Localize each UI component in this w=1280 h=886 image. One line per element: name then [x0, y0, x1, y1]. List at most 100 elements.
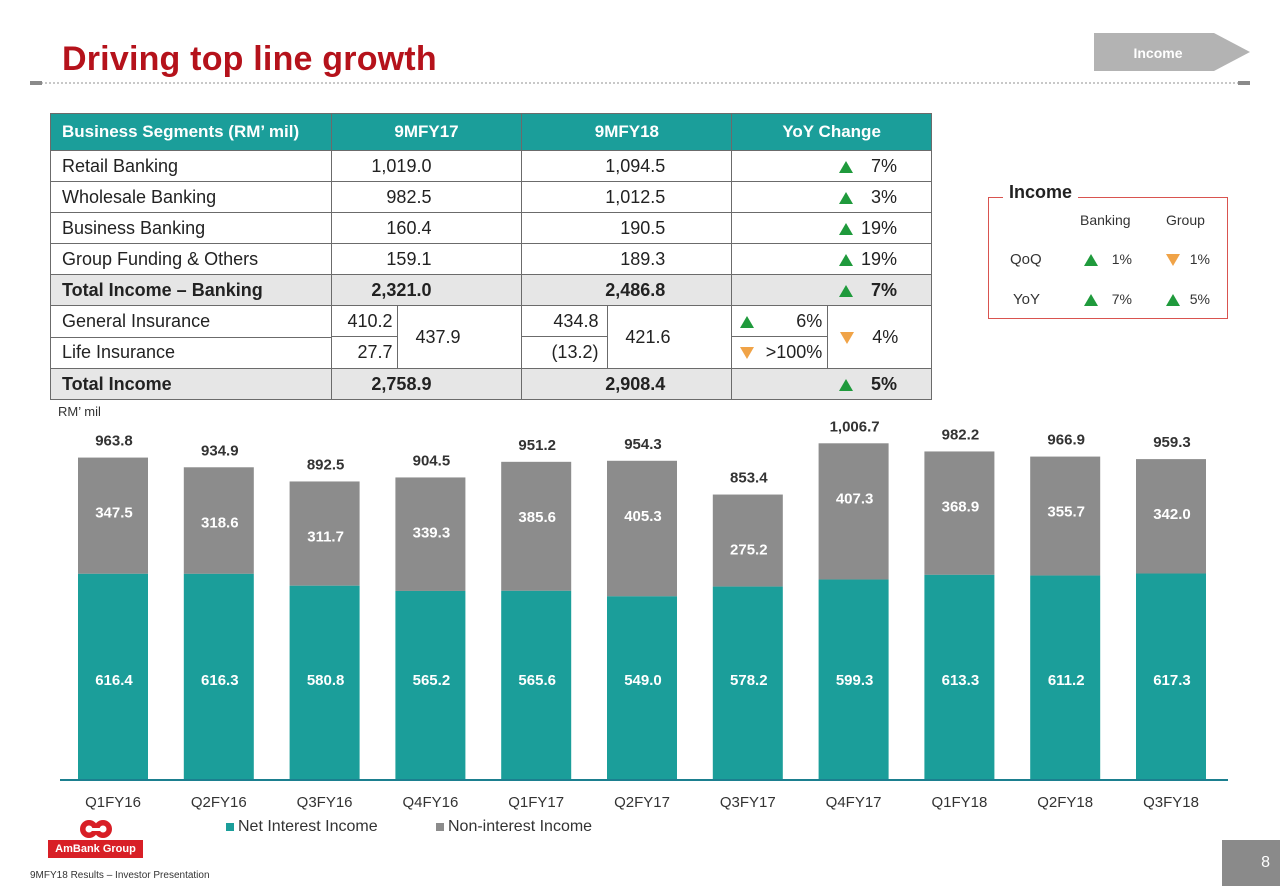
- general-change-value: 6%: [796, 311, 823, 331]
- bar-non-interest-income: [1136, 459, 1206, 574]
- life-change: >100%: [732, 337, 829, 368]
- table-row: Business Banking 160.4 190.5 19%: [50, 212, 932, 244]
- insurance-9mfy17-cell: 410.2 27.7 437.9: [330, 305, 523, 369]
- data-label-non-ii: 339.3: [413, 524, 451, 541]
- income-qoq-banking: 1%: [1084, 251, 1132, 267]
- table-header-row: Business Segments (RM’ mil) 9MFY17 9MFY1…: [50, 113, 932, 151]
- logo-wordmark: AmBank Group: [48, 840, 143, 858]
- insurance-combined-9mfy17: 437.9: [415, 327, 461, 347]
- life-9mfy18: (13.2): [522, 337, 609, 368]
- row-label: Business Banking: [50, 212, 332, 244]
- header-yoy-change: YoY Change: [731, 113, 932, 151]
- bar-non-interest-income: [818, 443, 889, 580]
- chart-unit-label: RM’ mil: [58, 404, 101, 419]
- arrow-down-icon: [840, 332, 855, 345]
- header-9mfy17: 9MFY17: [330, 113, 523, 151]
- row-label: Total Income – Banking: [50, 274, 332, 306]
- header-segment: Business Segments (RM’ mil): [50, 113, 332, 151]
- data-label-total: 966.9: [1047, 432, 1085, 449]
- x-tick-label: Q1FY16: [85, 794, 141, 810]
- income-summary-box: [988, 197, 1228, 319]
- legend-nonii-label: Non-interest Income: [448, 818, 593, 835]
- arrow-up-icon: [839, 160, 853, 173]
- insurance-change-cell: 6% >100% 4%: [731, 305, 932, 369]
- row-9mfy18: 189.3: [521, 243, 733, 275]
- row-change-cell: 7%: [731, 274, 932, 306]
- arrow-up-icon: [839, 378, 853, 391]
- section-nav-label: Income: [1133, 45, 1183, 61]
- life-change-value: >100%: [765, 342, 823, 362]
- bar-non-interest-income: [183, 467, 254, 574]
- data-label-non-ii: 347.5: [95, 505, 133, 522]
- row-label: Wholesale Banking: [50, 181, 332, 213]
- legend-nonii: Non-interest Income: [436, 818, 592, 836]
- bar-net-interest-income: [607, 596, 677, 780]
- insurance-combined-9mfy18: 421.6: [625, 327, 671, 347]
- arrow-shape-icon: [1094, 33, 1250, 71]
- income-yoy-banking-value: 7%: [1111, 291, 1132, 307]
- x-tick-label: Q2FY17: [614, 794, 670, 810]
- row-change: 7%: [870, 279, 897, 300]
- data-label-nii: 599.3: [836, 672, 874, 689]
- business-segments-table: Business Segments (RM’ mil) 9MFY17 9MFY1…: [50, 113, 932, 400]
- data-label-nii: 565.6: [518, 672, 556, 689]
- bar-net-interest-income: [1136, 573, 1206, 780]
- row-label: Life Insurance: [50, 336, 332, 369]
- row-change: 19%: [860, 248, 897, 269]
- data-label-non-ii: 342.0: [1153, 506, 1191, 523]
- data-label-nii: 617.3: [1153, 672, 1191, 689]
- table-row: Wholesale Banking 982.5 1,012.5 3%: [50, 181, 932, 213]
- row-9mfy17: 2,758.9: [330, 368, 523, 400]
- data-label-nii: 613.3: [942, 672, 980, 689]
- page-number: 8: [1222, 840, 1280, 886]
- ambank-logo-icon: [80, 820, 112, 838]
- bar-non-interest-income: [712, 494, 783, 587]
- row-9mfy18: 1,012.5: [521, 181, 733, 213]
- bar-non-interest-income: [924, 451, 995, 575]
- insurance-combined-change: 4%: [828, 306, 932, 368]
- insurance-life-row: Life Insurance: [50, 336, 932, 369]
- row-label: Retail Banking: [50, 150, 332, 182]
- x-tick-label: Q3FY18: [1143, 794, 1199, 810]
- income-yoy-banking: 7%: [1084, 291, 1132, 307]
- arrow-up-icon: [839, 191, 853, 204]
- total-income-row: Total Income 2,758.9 2,908.4 5%: [50, 368, 932, 400]
- data-label-non-ii: 368.9: [942, 498, 980, 515]
- divider-cap-left: [30, 81, 42, 85]
- legend-nii: Net Interest Income: [226, 818, 378, 836]
- insurance-9mfy18-cell: 434.8 (13.2) 421.6: [521, 305, 733, 369]
- income-yoy-group-value: 5%: [1189, 291, 1210, 307]
- arrow-down-icon: [740, 347, 755, 360]
- row-change: 3%: [870, 186, 897, 207]
- bar-non-interest-income: [501, 461, 572, 591]
- bar-net-interest-income: [183, 573, 254, 780]
- row-9mfy18: 2,908.4: [521, 368, 733, 400]
- data-label-total: 951.2: [518, 437, 556, 454]
- row-change-cell: 19%: [731, 243, 932, 275]
- row-9mfy18: 1,094.5: [521, 150, 733, 182]
- arrow-up-icon: [740, 316, 755, 329]
- legend-nii-label: Net Interest Income: [238, 818, 378, 835]
- data-label-nii: 578.2: [730, 672, 768, 689]
- x-tick-label: Q3FY16: [297, 794, 353, 810]
- data-label-nii: 616.4: [95, 672, 133, 689]
- row-change-cell: 7%: [731, 150, 932, 182]
- x-tick-label: Q2FY16: [191, 794, 247, 810]
- section-nav-arrow[interactable]: Income: [1094, 33, 1250, 71]
- data-label-total: 982.2: [942, 426, 980, 443]
- row-change-cell: 19%: [731, 212, 932, 244]
- income-row-qoq-label: QoQ: [1010, 251, 1042, 268]
- header-9mfy18: 9MFY18: [521, 113, 733, 151]
- row-9mfy17: 982.5: [330, 181, 523, 213]
- general-change: 6%: [732, 306, 829, 337]
- row-9mfy17: 2,321.0: [330, 274, 523, 306]
- data-label-total: 892.5: [307, 456, 345, 473]
- row-9mfy17: 1,019.0: [330, 150, 523, 182]
- total-banking-row: Total Income – Banking 2,321.0 2,486.8 7…: [50, 274, 932, 306]
- table-row: Group Funding & Others 159.1 189.3 19%: [50, 243, 932, 275]
- general-9mfy17: 410.2: [331, 306, 398, 337]
- row-9mfy17: 159.1: [330, 243, 523, 275]
- data-label-non-ii: 405.3: [624, 508, 662, 525]
- x-tick-label: Q2FY18: [1037, 794, 1093, 810]
- arrow-up-icon: [1084, 294, 1098, 307]
